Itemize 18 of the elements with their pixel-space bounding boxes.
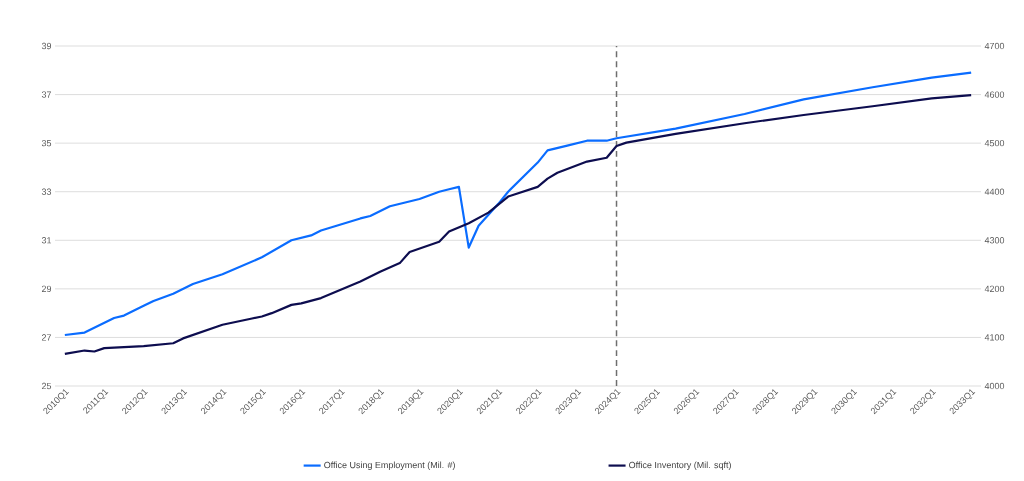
y2-tick-label: 4500: [984, 139, 1005, 147]
y-tick-label: 27: [41, 334, 52, 341]
y-tick-label: 39: [41, 42, 52, 50]
y2-tick-label: 4100: [984, 334, 1005, 341]
y2-tick-label: 4400: [984, 188, 1005, 195]
legend-label: Office Using Employment (Mil. #): [324, 461, 455, 470]
legend-label: Office Inventory (Mil. sqft): [629, 461, 731, 470]
y2-tick-label: 4700: [984, 42, 1005, 50]
y2-tick-label: 4200: [984, 285, 1005, 293]
y2-tick-label: 4600: [984, 91, 1005, 98]
y-tick-label: 35: [41, 139, 52, 147]
y-tick-label: 31: [41, 237, 52, 244]
y-tick-label: 29: [41, 285, 52, 293]
y2-tick-label: 4000: [984, 382, 1005, 390]
y-tick-label: 25: [41, 382, 52, 390]
y-tick-label: 37: [41, 91, 52, 98]
y-tick-label: 33: [41, 188, 52, 195]
y2-tick-label: 4300: [984, 237, 1005, 244]
